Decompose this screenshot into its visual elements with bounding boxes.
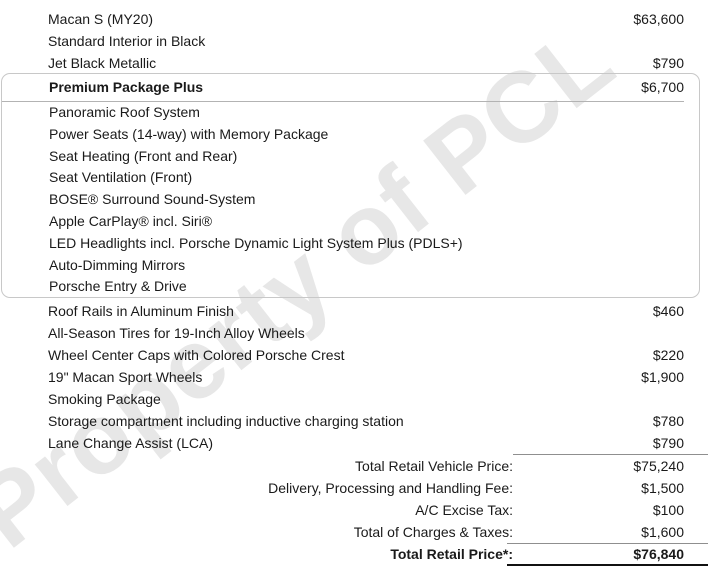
line-item-price: $63,600 [633, 11, 684, 27]
line-item-price: $790 [652, 435, 684, 451]
package-name: Premium Package Plus [49, 79, 204, 95]
total-label: A/C Excise Tax: [415, 502, 513, 518]
line-item-label: 19" Macan Sport Wheels [48, 369, 203, 385]
total-row: A/C Excise Tax: $100 [0, 499, 710, 521]
line-item-label: Smoking Package [48, 391, 161, 407]
line-item-price [684, 388, 710, 410]
package-header-row: Premium Package Plus $6,700 [2, 74, 684, 102]
totals-top-divider [513, 454, 708, 455]
total-row: Total Retail Price*: $76,840 [0, 543, 710, 565]
totals-section: Total Retail Vehicle Price: $75,240 Deli… [0, 455, 710, 565]
package-item-label: Auto-Dimming Mirrors [49, 256, 186, 273]
package-item-row: Seat Ventilation (Front) [2, 167, 699, 189]
package-price: $6,700 [641, 79, 684, 95]
line-item-price: $220 [652, 347, 684, 363]
line-item-row: 19" Macan Sport Wheels $1,900 [0, 366, 710, 388]
line-item-label: All-Season Tires for 19-Inch Alloy Wheel… [48, 325, 305, 341]
package-item-row: Auto-Dimming Mirrors [2, 255, 699, 277]
total-label: Total Retail Vehicle Price: [355, 458, 513, 474]
line-item-price: $460 [652, 303, 684, 319]
line-item-row: Macan S (MY20) $63,600 [0, 8, 710, 30]
base-line-items: Macan S (MY20) $63,600 Standard Interior… [0, 8, 710, 74]
total-value: $75,240 [633, 458, 684, 474]
package-item-row: Apple CarPlay® incl. Siri® [2, 211, 699, 233]
line-item-row: Roof Rails in Aluminum Finish $460 [0, 300, 710, 322]
line-item-label: Macan S (MY20) [48, 11, 154, 27]
line-item-price [684, 322, 710, 344]
line-item-row: Wheel Center Caps with Colored Porsche C… [0, 344, 710, 366]
line-item-price: $1,900 [641, 369, 684, 385]
package-item-row: Panoramic Roof System [2, 102, 699, 124]
package-item-row: Seat Heating (Front and Rear) [2, 146, 699, 168]
line-item-label: Jet Black Metallic [48, 55, 157, 71]
package-item-row: Power Seats (14-way) with Memory Package [2, 124, 699, 146]
package-item-label: Power Seats (14-way) with Memory Package [49, 125, 329, 142]
line-item-price: $790 [652, 55, 684, 71]
total-value: $1,500 [641, 480, 684, 496]
package-item-row: BOSE® Surround Sound-System [2, 189, 699, 211]
total-row: Delivery, Processing and Handling Fee: $… [0, 477, 710, 499]
total-row: Total Retail Vehicle Price: $75,240 [0, 455, 710, 477]
line-item-row: Standard Interior in Black [0, 30, 710, 52]
total-label: Total of Charges & Taxes: [353, 524, 513, 540]
total-label: Total Retail Price*: [390, 546, 513, 562]
total-label: Delivery, Processing and Handling Fee: [268, 480, 513, 496]
line-item-label: Lane Change Assist (LCA) [48, 435, 213, 451]
line-item-row: Smoking Package [0, 388, 710, 410]
package-item-label: Porsche Entry & Drive [49, 278, 187, 295]
package-item-label: LED Headlights incl. Porsche Dynamic Lig… [49, 234, 463, 251]
package-item-row: Porsche Entry & Drive [2, 276, 699, 297]
package-item-label: Panoramic Roof System [49, 104, 200, 120]
total-value: $76,840 [633, 546, 684, 562]
package-items-list: Panoramic Roof System Power Seats (14-wa… [2, 102, 699, 297]
package-item-label: Seat Ventilation (Front) [49, 169, 193, 186]
line-item-label: Standard Interior in Black [48, 33, 206, 49]
line-item-label: Storage compartment including inductive … [48, 413, 404, 429]
grand-total-top-divider [507, 543, 708, 544]
line-item-row: All-Season Tires for 19-Inch Alloy Wheel… [0, 322, 710, 344]
line-item-row: Lane Change Assist (LCA) $790 [0, 432, 710, 454]
line-item-row: Storage compartment including inductive … [0, 410, 710, 432]
package-item-row: LED Headlights incl. Porsche Dynamic Lig… [2, 233, 699, 255]
line-item-price [684, 30, 710, 52]
grand-total-underline [507, 564, 708, 566]
total-value: $100 [652, 502, 684, 518]
line-item-row: Jet Black Metallic $790 [0, 52, 710, 74]
premium-package-group: Premium Package Plus $6,700 Panoramic Ro… [1, 73, 700, 298]
line-item-label: Roof Rails in Aluminum Finish [48, 303, 234, 319]
package-item-label: BOSE® Surround Sound-System [49, 191, 256, 208]
package-item-label: Apple CarPlay® incl. Siri® [49, 212, 213, 229]
line-item-label: Wheel Center Caps with Colored Porsche C… [48, 347, 345, 363]
total-value: $1,600 [641, 524, 684, 540]
line-item-price: $780 [652, 413, 684, 429]
option-line-items: Roof Rails in Aluminum Finish $460 All-S… [0, 300, 710, 454]
package-item-label: Seat Heating (Front and Rear) [49, 147, 238, 164]
total-row: Total of Charges & Taxes: $1,600 [0, 521, 710, 543]
